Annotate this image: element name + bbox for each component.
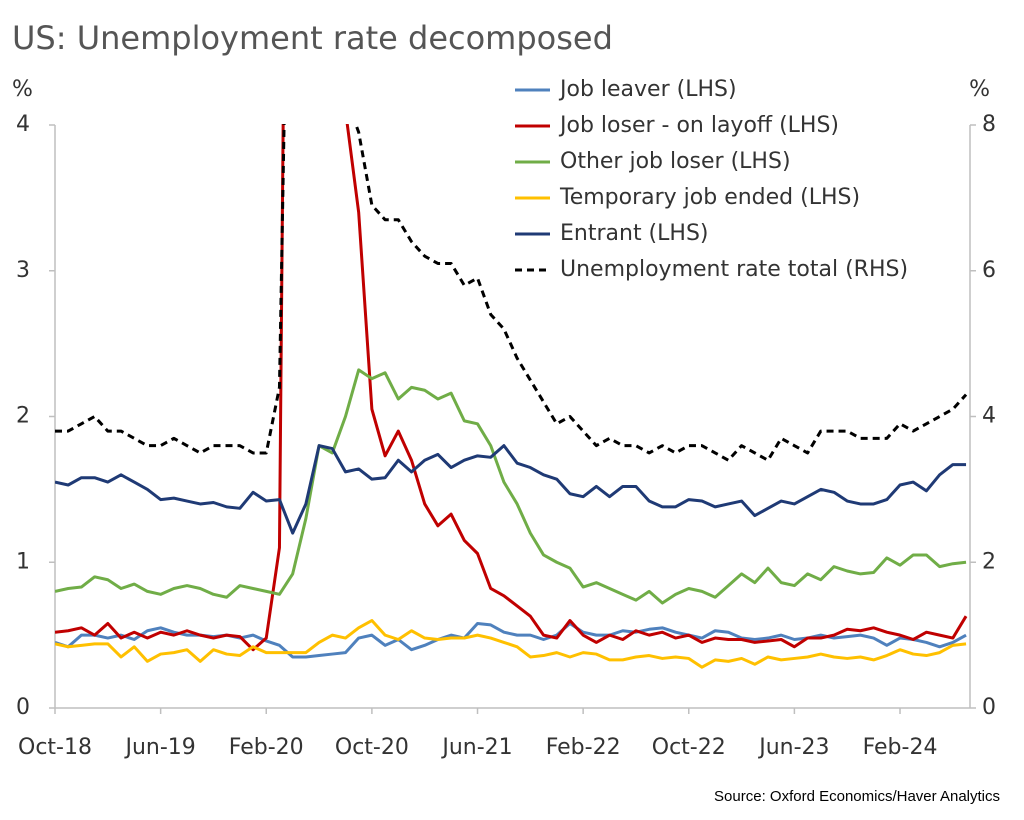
series-line	[55, 368, 967, 605]
series-line	[55, 124, 968, 652]
x-tick-label: Feb-22	[546, 735, 621, 760]
y-tick-label: 2	[16, 404, 30, 429]
x-tick-label: Oct-20	[335, 735, 409, 760]
series-line	[55, 124, 968, 462]
x-tick-label: Jun-21	[440, 735, 512, 760]
y2-tick-label: 2	[982, 549, 996, 574]
y-axis-label: %	[12, 77, 33, 102]
chart-title: US: Unemployment rate decomposed	[12, 19, 613, 57]
legend-label: Job loser - on layoff (LHS)	[558, 113, 839, 138]
y-tick-label: 1	[16, 549, 30, 574]
legend-label: Temporary job ended (LHS)	[559, 185, 860, 210]
x-tick-label: Jun-19	[123, 735, 195, 760]
y-tick-label: 4	[16, 112, 30, 137]
x-tick-label: Feb-20	[229, 735, 304, 760]
y2-tick-label: 4	[982, 404, 996, 429]
series-line	[55, 619, 967, 669]
y2-tick-label: 0	[982, 695, 996, 720]
source-note: Source: Oxford Economics/Haver Analytics	[714, 788, 1000, 805]
legend-label: Entrant (LHS)	[560, 221, 709, 246]
legend-label: Other job loser (LHS)	[560, 149, 791, 174]
series-line	[55, 444, 967, 535]
x-tick-label: Oct-18	[18, 735, 92, 760]
y2-tick-label: 8	[982, 112, 996, 137]
y2-axis-label: %	[969, 77, 990, 102]
x-tick-label: Feb-24	[863, 735, 938, 760]
y-tick-label: 3	[16, 258, 30, 283]
y2-tick-label: 6	[982, 258, 996, 283]
x-tick-label: Oct-22	[652, 735, 726, 760]
plot-area	[55, 124, 968, 669]
y-tick-label: 0	[16, 695, 30, 720]
x-tick-label: Jun-23	[757, 735, 829, 760]
legend-label: Job leaver (LHS)	[558, 77, 737, 102]
legend-label: Unemployment rate total (RHS)	[560, 257, 908, 282]
